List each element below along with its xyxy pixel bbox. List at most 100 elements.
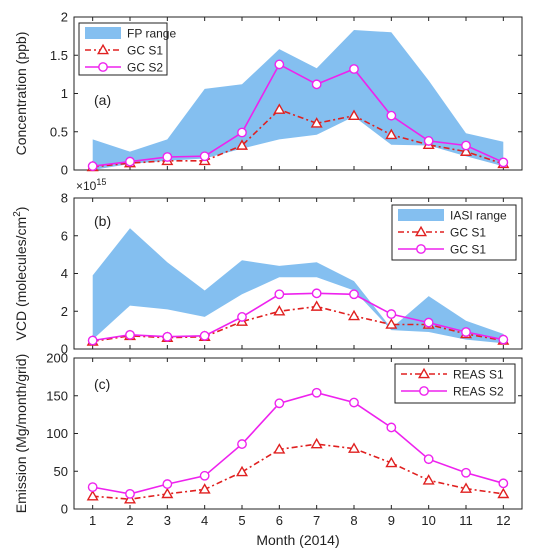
data-point xyxy=(423,454,434,465)
data-point xyxy=(311,79,322,90)
data-point xyxy=(86,489,99,501)
data-point xyxy=(461,140,471,151)
data-point xyxy=(237,127,247,138)
legend-marker xyxy=(96,43,110,55)
chart-panel-1: 0 0.5 1 1.5 2 Concentration (ppb) (a) FP range G… xyxy=(13,10,523,178)
legend-box xyxy=(394,363,516,404)
data-point xyxy=(237,439,247,449)
data-point xyxy=(349,64,359,74)
x-tick-label: 8 xyxy=(350,513,357,528)
data-point xyxy=(274,59,285,70)
y-tick-label: 0 xyxy=(61,163,68,178)
data-point xyxy=(273,103,286,114)
data-point xyxy=(423,317,434,328)
legend-swatch xyxy=(398,209,444,221)
data-point xyxy=(349,289,359,300)
x-tick-label: 7 xyxy=(313,513,320,528)
panel-label: (a) xyxy=(94,92,111,108)
legend-label: REAS S1 xyxy=(453,368,504,382)
data-point xyxy=(461,467,471,478)
y-tick-label: 4 xyxy=(61,266,68,281)
legend-label: FP range xyxy=(127,27,176,41)
data-point xyxy=(311,387,322,398)
data-point xyxy=(273,305,286,316)
y-tick-label: 2 xyxy=(61,304,68,319)
data-point xyxy=(423,136,434,146)
y-tick-label: 200 xyxy=(46,351,68,366)
y-axis-label-main: VCD (molecules/cm xyxy=(13,217,29,341)
data-point xyxy=(310,437,323,449)
y-tick-label: 0 xyxy=(61,502,68,517)
data-point xyxy=(87,161,98,172)
legend-marker xyxy=(416,244,426,254)
data-point xyxy=(385,456,398,468)
y-tick-label: 50 xyxy=(54,464,68,479)
series-line-1 xyxy=(92,108,504,168)
data-point xyxy=(386,110,397,121)
legend-label: REAS S2 xyxy=(453,385,504,399)
legend-label: GC S1 xyxy=(127,44,163,58)
data-point xyxy=(87,335,98,346)
y-axis-label: Emission (Mg/month/grid) xyxy=(13,354,29,514)
x-tick-label: 6 xyxy=(276,513,283,528)
legend-label: GC S2 xyxy=(127,61,163,75)
series-line-2 xyxy=(92,63,504,167)
data-point xyxy=(237,312,247,322)
data-point xyxy=(199,330,210,341)
data-point xyxy=(199,470,210,481)
data-point xyxy=(498,334,509,345)
axis-exponent-base: ×10 xyxy=(76,179,97,193)
data-point xyxy=(162,331,173,342)
data-point xyxy=(273,443,286,454)
panel-label: (b) xyxy=(94,213,111,229)
data-point xyxy=(162,479,173,489)
y-axis-label-end: ) xyxy=(13,207,29,212)
legend-marker xyxy=(419,386,429,396)
y-axis-label: Concentration (ppb) xyxy=(13,32,29,156)
x-axis-label: Month (2014) xyxy=(256,532,339,548)
x-tick-label: 11 xyxy=(459,513,473,528)
data-point xyxy=(385,318,398,329)
y-tick-label: 8 xyxy=(61,191,68,206)
data-point xyxy=(347,442,361,453)
data-point xyxy=(461,327,471,337)
data-point xyxy=(161,487,174,499)
data-point xyxy=(349,397,359,408)
data-point xyxy=(385,128,398,140)
legend-marker xyxy=(417,367,431,379)
x-tick-label: 12 xyxy=(496,513,510,528)
data-point xyxy=(459,145,473,156)
y-tick-label: 100 xyxy=(46,426,68,441)
y-axis-label-sup: 2 xyxy=(12,211,23,217)
data-point xyxy=(162,152,173,162)
data-point xyxy=(386,309,397,319)
panel-label: (c) xyxy=(94,376,110,392)
legend-marker xyxy=(414,225,428,237)
data-point xyxy=(498,478,509,489)
data-point xyxy=(347,309,361,321)
series-line-1 xyxy=(92,305,504,343)
data-point xyxy=(87,482,98,493)
y-axis-label: VCD (molecules/cm2) xyxy=(12,207,29,341)
data-point xyxy=(199,151,210,162)
data-point xyxy=(459,482,473,493)
data-point xyxy=(125,156,135,167)
axis-exponent-power: 15 xyxy=(96,177,106,187)
data-point xyxy=(235,139,249,150)
x-tick-label: 10 xyxy=(421,513,435,528)
data-point xyxy=(310,117,323,128)
series-line-2 xyxy=(92,292,504,342)
data-point xyxy=(498,157,509,168)
legend-label: GC S1 xyxy=(450,243,486,257)
legend: IASI range GC S1 GC S1 xyxy=(391,204,517,261)
legend: REAS S1 REAS S2 xyxy=(394,363,516,404)
y-tick-label: 0.5 xyxy=(50,124,68,139)
legend-label: GC S1 xyxy=(450,226,486,240)
series-line-2 xyxy=(92,391,504,495)
data-point xyxy=(386,422,397,433)
range-band xyxy=(92,30,504,170)
x-tick-label: 4 xyxy=(201,513,208,528)
data-point xyxy=(125,329,135,340)
